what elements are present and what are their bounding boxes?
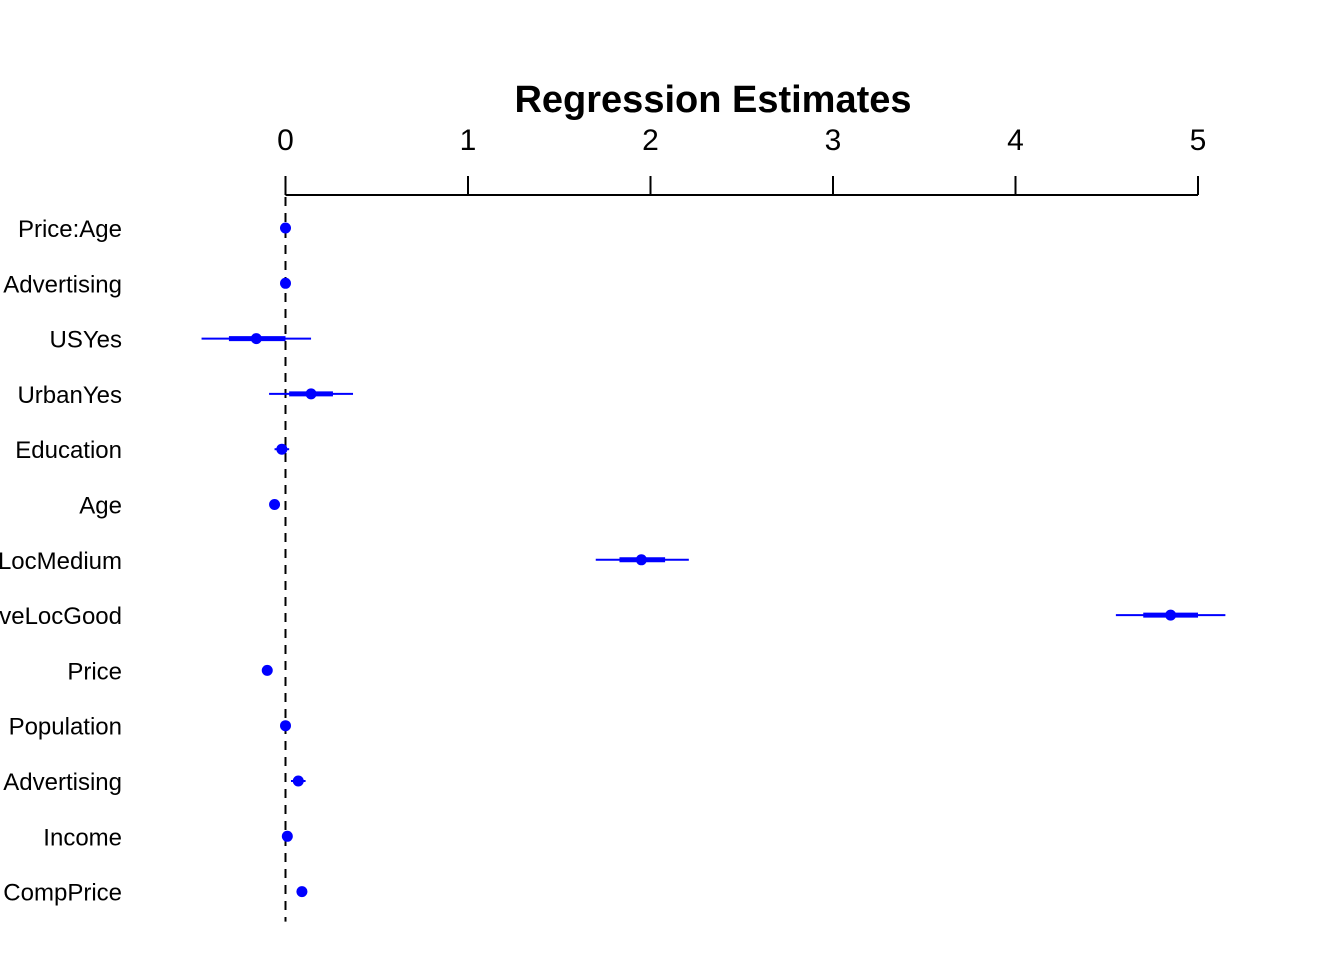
estimate-point bbox=[1165, 609, 1177, 621]
estimate-point bbox=[292, 775, 304, 787]
category-label: Advertising bbox=[3, 271, 122, 298]
category-label: CompPrice bbox=[3, 880, 122, 907]
estimate-point bbox=[305, 388, 317, 400]
category-label: Education bbox=[15, 437, 122, 464]
estimate-point bbox=[635, 554, 647, 566]
estimate-point bbox=[281, 830, 293, 842]
estimate-point bbox=[280, 277, 291, 289]
category-label: veLocGood bbox=[0, 603, 122, 630]
estimate-point bbox=[296, 886, 308, 898]
category-label: Age bbox=[79, 493, 122, 520]
x-tick-label: 0 bbox=[277, 124, 294, 157]
estimate-marks bbox=[201, 222, 1226, 898]
estimate-point bbox=[280, 720, 291, 732]
category-label: Income bbox=[43, 824, 122, 851]
x-tick-label: 5 bbox=[1190, 124, 1207, 157]
category-label: UrbanYes bbox=[17, 382, 122, 409]
x-axis: 0 1 2 3 4 5 bbox=[277, 124, 1207, 196]
estimate-point bbox=[280, 222, 291, 234]
category-label: USYes bbox=[50, 327, 123, 354]
category-label: Price bbox=[67, 658, 122, 685]
estimate-point bbox=[261, 664, 273, 676]
estimate-point bbox=[276, 443, 288, 455]
category-labels: Price:Age Advertising USYes UrbanYes Educati… bbox=[0, 216, 122, 907]
estimate-point bbox=[269, 499, 281, 510]
category-label: Population bbox=[9, 714, 122, 741]
category-label: Price:Age bbox=[18, 216, 122, 243]
x-tick-label: 1 bbox=[460, 124, 477, 157]
chart-title: Regression Estimates bbox=[514, 79, 911, 121]
x-tick-label: 3 bbox=[825, 124, 842, 157]
category-label: Advertising bbox=[3, 769, 122, 796]
estimate-point bbox=[250, 333, 262, 345]
x-tick-label: 2 bbox=[642, 124, 659, 157]
x-tick-label: 4 bbox=[1007, 124, 1024, 157]
category-label: LocMedium bbox=[0, 548, 122, 575]
